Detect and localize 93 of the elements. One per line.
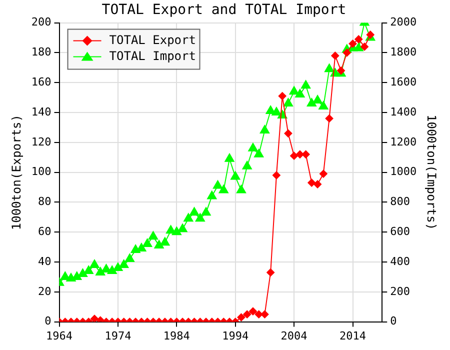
point: [289, 86, 299, 95]
point: [254, 148, 264, 158]
point: [84, 265, 94, 274]
point: [318, 101, 328, 110]
point: [302, 150, 310, 158]
point: [160, 237, 170, 246]
point: [308, 178, 316, 187]
point: [90, 259, 100, 268]
point: [354, 35, 363, 44]
y2-tick-label: 0: [390, 314, 397, 328]
point: [119, 259, 129, 268]
y-tick-label: 100: [31, 165, 52, 178]
point: [195, 213, 205, 222]
point: [184, 213, 194, 222]
point: [113, 262, 123, 271]
y2-tick-label: 800: [390, 195, 410, 208]
point: [284, 129, 292, 138]
point: [218, 184, 228, 194]
y-tick-label: 40: [38, 254, 52, 268]
point: [306, 98, 316, 107]
x-tick-label: 2004: [280, 329, 308, 342]
point: [342, 48, 351, 57]
point: [266, 106, 276, 114]
x-tick-label: 1964: [46, 329, 73, 342]
point: [360, 42, 368, 51]
y2-tick-label: 1000: [390, 165, 417, 178]
point: [260, 124, 270, 134]
point: [172, 226, 182, 236]
point: [90, 314, 98, 322]
point: [272, 107, 282, 116]
chart-title: TOTAL Export and TOTAL Import: [102, 2, 346, 18]
point: [248, 142, 258, 152]
y-tick-label: 140: [31, 105, 52, 118]
point: [278, 92, 286, 100]
point: [354, 42, 364, 52]
y2-axis-title: 1000ton(Imports): [424, 114, 439, 230]
point: [96, 316, 104, 322]
y2-tick-label: 1200: [390, 135, 417, 148]
y-tick-label: 60: [38, 224, 52, 238]
point: [325, 114, 334, 122]
y-axis-title: 1000ton(Exports): [9, 114, 24, 230]
point: [96, 266, 106, 276]
point: [314, 180, 322, 188]
point: [224, 153, 234, 162]
point: [78, 268, 88, 277]
point: [107, 265, 117, 274]
point: [295, 89, 305, 98]
y-tick-label: 160: [31, 75, 52, 88]
point: [324, 64, 334, 72]
x-tick-label: 2014: [340, 329, 366, 342]
point: [154, 240, 164, 249]
point: [212, 180, 223, 189]
y2-tick-label: 400: [390, 254, 410, 268]
y-tick-label: 200: [31, 16, 52, 29]
point: [283, 98, 294, 107]
x-tick-label: 1974: [104, 329, 132, 342]
point: [331, 52, 340, 60]
legend-label: TOTAL Export: [109, 32, 196, 47]
point: [201, 207, 211, 216]
point: [319, 170, 328, 178]
y-tick-label: 20: [38, 284, 52, 298]
point: [72, 271, 82, 280]
point: [266, 268, 275, 276]
y2-tick-label: 1600: [390, 75, 417, 88]
point: [124, 254, 135, 262]
y-tick-label: 180: [31, 46, 52, 59]
y2-tick-label: 1800: [390, 46, 417, 59]
y-tick-label: 80: [38, 195, 52, 208]
x-tick-label: 1984: [163, 329, 190, 342]
point: [272, 171, 280, 180]
point: [236, 184, 246, 194]
point: [189, 207, 200, 216]
point: [207, 190, 217, 200]
legend-label: TOTAL Import: [109, 48, 196, 63]
y-tick-label: 120: [31, 135, 52, 148]
point: [178, 224, 188, 232]
y-tick-label: 0: [44, 314, 52, 328]
point: [101, 264, 112, 272]
point: [348, 40, 357, 48]
x-tick-label: 1994: [222, 329, 249, 342]
point: [312, 95, 322, 104]
y2-tick-label: 1400: [390, 105, 417, 118]
point: [300, 80, 311, 89]
point: [148, 231, 158, 240]
point: [136, 243, 146, 252]
point: [142, 238, 152, 248]
y2-tick-label: 200: [390, 284, 410, 298]
point: [242, 160, 252, 170]
y2-tick-label: 600: [390, 224, 410, 238]
point: [60, 271, 70, 280]
point: [230, 171, 240, 180]
y2-tick-label: 2000: [390, 16, 417, 29]
point: [290, 152, 298, 160]
